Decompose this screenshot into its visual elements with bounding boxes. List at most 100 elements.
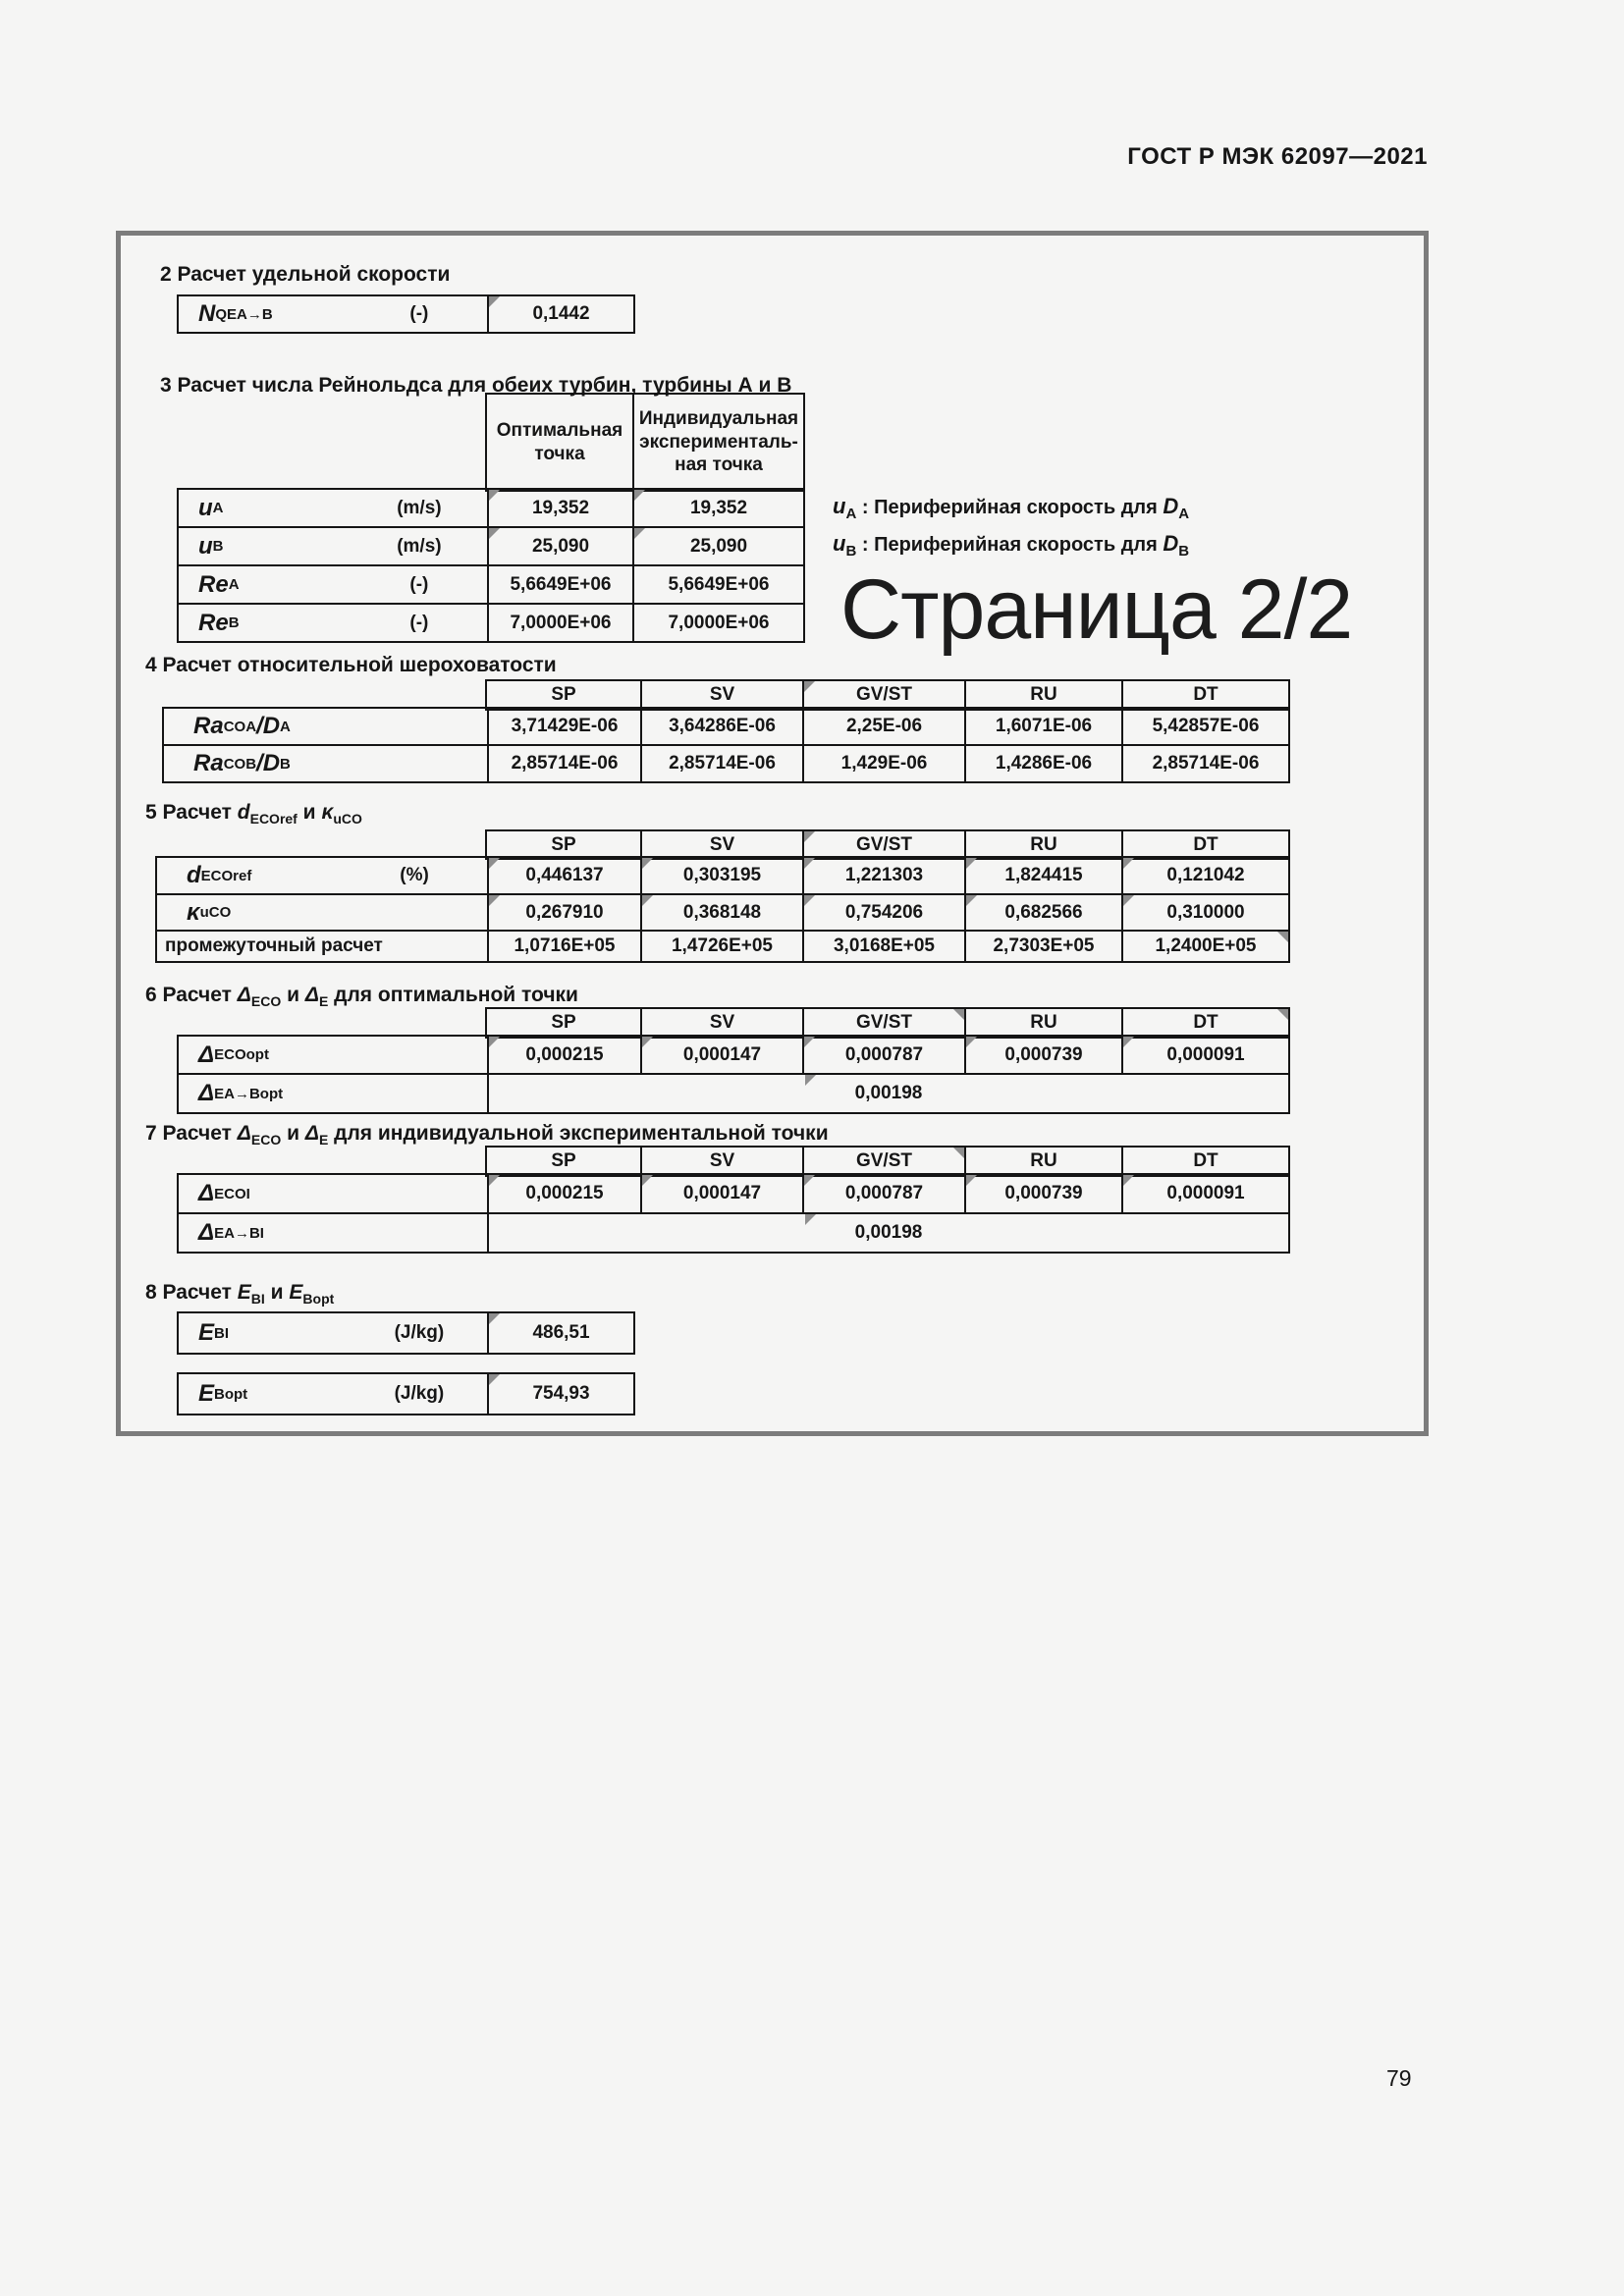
- note-symbol: u: [833, 531, 846, 556]
- column-header-sp: SP: [551, 833, 576, 855]
- value-cell: 754,93: [487, 1374, 633, 1414]
- value-cell: 19,352: [632, 490, 803, 526]
- note-subscript: B: [1178, 543, 1190, 560]
- table-row: Оптимальная точка Индивидуальная экспери…: [487, 395, 803, 490]
- heading-symbol: d: [237, 801, 250, 824]
- page-number: 79: [1386, 2065, 1412, 2091]
- table-row: Δ EA→Bopt 0,00198: [179, 1073, 1288, 1112]
- param-unit: (-): [409, 573, 429, 595]
- heading-subscript: BI: [250, 1291, 265, 1308]
- value-cell: 7,0000E+06: [632, 605, 803, 641]
- heading-symbol: E: [289, 1281, 303, 1304]
- note-subscript: A: [1178, 506, 1190, 522]
- section-8-table-ebi: E BI (J/kg) 486,51: [177, 1311, 635, 1355]
- section-8-table-ebopt: E Bopt (J/kg) 754,93: [177, 1372, 635, 1415]
- heading-text: для индивидуальной экспериментальной точ…: [328, 1122, 829, 1145]
- value-cell: 0,000091: [1121, 1175, 1288, 1212]
- param-label-cell: E Bopt (J/kg): [179, 1374, 487, 1414]
- column-header-gvst: GV/ST: [802, 681, 964, 709]
- param-subscript: ECOref: [200, 867, 252, 884]
- value-cell: 0,000147: [640, 1175, 802, 1212]
- table-row: Ra COA/D A 3,71429E-06 3,64286E-06 2,25E-0…: [164, 709, 1288, 744]
- value-cell: 2,25E-06: [802, 709, 964, 744]
- section-2-heading: 2 Расчет удельной скорости: [160, 263, 451, 286]
- column-header-ru: RU: [964, 1148, 1121, 1175]
- heading-text: и: [281, 1122, 305, 1145]
- param-subscript: QEA→B: [215, 305, 273, 323]
- param-symbol: κ: [187, 898, 200, 926]
- section-5-header-row: SP SV GV/ST RU DT: [485, 829, 1290, 860]
- column-header-gvst: GV/ST: [802, 1148, 964, 1175]
- value-cell: 0,000739: [964, 1037, 1121, 1073]
- value-cell: 1,221303: [802, 858, 964, 893]
- value-cell: 1,4286E-06: [964, 746, 1121, 781]
- param-symbol: Δ: [198, 1080, 215, 1106]
- value-cell: 0,000787: [802, 1037, 964, 1073]
- merged-value-cell: 0,00198: [487, 1075, 1288, 1112]
- value-cell: 0,000091: [1121, 1037, 1288, 1073]
- value-cell: 3,71429E-06: [487, 709, 640, 744]
- param-subscript: A: [228, 576, 240, 593]
- heading-subscript: ECO: [250, 1132, 282, 1148]
- note-subscript: B: [845, 543, 857, 560]
- table-row: Re A (-) 5,6649E+06 5,6649E+06: [179, 564, 803, 603]
- value-cell: 1,2400E+05: [1121, 932, 1288, 961]
- param-subscript: ECOI: [214, 1185, 250, 1202]
- param-label-cell: Re A (-): [179, 566, 487, 603]
- table-row: SP SV GV/ST RU DT: [487, 681, 1288, 709]
- param-symbol: N: [198, 300, 216, 327]
- param-label-cell: Δ EA→Bopt: [179, 1075, 487, 1112]
- heading-text: 5 Расчет: [145, 801, 238, 824]
- column-header-dt: DT: [1121, 681, 1288, 709]
- param-unit: (%): [400, 865, 429, 885]
- table-row: Re B (-) 7,0000E+06 7,0000E+06: [179, 603, 803, 641]
- column-header-sv: SV: [640, 831, 802, 858]
- value-cell: 0,446137: [487, 858, 640, 893]
- heading-subscript: Bopt: [302, 1291, 335, 1308]
- note-symbol: D: [1163, 531, 1179, 556]
- param-unit: (J/kg): [394, 1322, 445, 1343]
- param-subscript: Bopt: [214, 1385, 248, 1403]
- param-label-cell: Re B (-): [179, 605, 487, 641]
- section-3-heading: 3 Расчет числа Рейнольдса для обеих турб…: [160, 374, 792, 397]
- heading-symbol: Δ: [237, 1122, 251, 1145]
- section-7-heading: 7 Расчет ΔECO и ΔE для индивидуальной эк…: [145, 1122, 829, 1148]
- param-subscript: uCO: [199, 904, 232, 921]
- note-ua: uA : Периферийная скорость для DA: [833, 494, 1189, 522]
- section-4-table: Ra COA/D A 3,71429E-06 3,64286E-06 2,25E-0…: [162, 707, 1290, 783]
- param-unit: (-): [409, 303, 429, 324]
- table-row: N QEA→B (-) 0,1442: [179, 296, 633, 332]
- heading-text: 8 Расчет: [145, 1281, 238, 1304]
- column-header-dt: DT: [1121, 1148, 1288, 1175]
- value-cell: 25,090: [487, 528, 632, 564]
- heading-subscript: ECO: [250, 993, 282, 1010]
- value-cell: 0,000215: [487, 1037, 640, 1073]
- param-symbol: E: [198, 1380, 215, 1407]
- table-row: Δ EA→BI 0,00198: [179, 1212, 1288, 1252]
- heading-text: и: [281, 984, 305, 1006]
- column-header-sp: SP: [551, 684, 576, 705]
- value-cell: 1,824415: [964, 858, 1121, 893]
- note-symbol: D: [1163, 494, 1179, 518]
- param-label-cell: Ra COA/D A: [164, 709, 487, 744]
- param-label-cell: Ra COB/D B: [164, 746, 487, 781]
- column-header-sv: SV: [640, 681, 802, 709]
- note-text: : Периферийная скорость для: [856, 534, 1164, 556]
- param-symbol: Δ: [198, 1219, 215, 1246]
- table-row: Δ ECOopt 0,000215 0,000147 0,000787 0,000…: [179, 1037, 1288, 1073]
- section-5-heading: 5 Расчет dECOref и κuCO: [145, 801, 362, 827]
- column-header-gvst: GV/ST: [802, 1009, 964, 1037]
- value-cell: 19,352: [487, 490, 632, 526]
- table-row: промежуточный расчет 1,0716E+05 1,4726E+…: [157, 930, 1288, 961]
- param-label-cell: Δ ECOopt: [179, 1037, 487, 1073]
- heading-text: и: [297, 801, 322, 824]
- note-ub: uB : Периферийная скорость для DB: [833, 531, 1189, 560]
- heading-subscript: E: [318, 993, 329, 1010]
- param-subscript: A: [212, 500, 224, 516]
- param-label-cell: Δ EA→BI: [179, 1214, 487, 1252]
- section-6-header-row: SP SV GV/ST RU DT: [485, 1007, 1290, 1039]
- heading-symbol: κ: [321, 801, 334, 824]
- heading-subscript: ECOref: [249, 811, 298, 828]
